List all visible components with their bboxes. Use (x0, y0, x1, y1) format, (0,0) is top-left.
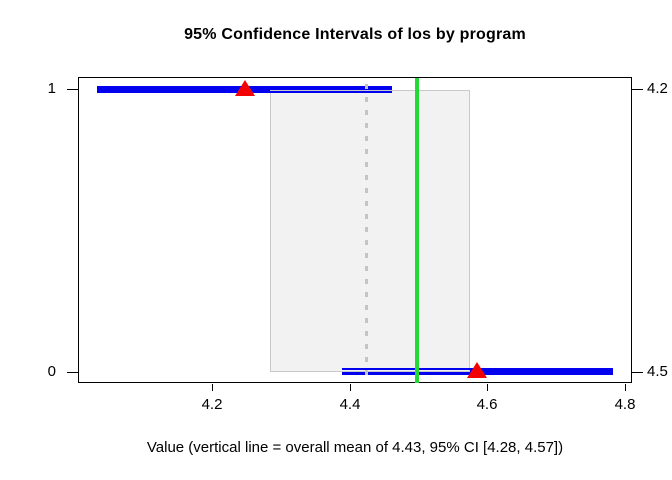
y-tick-label-0: 0 (47, 363, 56, 380)
right-axis-label-bottom: 4.5 (647, 363, 668, 380)
right-tick-top (632, 89, 643, 90)
x-axis-title: Value (vertical line = overall mean of 4… (146, 439, 564, 456)
solid-green-vline (415, 78, 419, 383)
x-tick-label-4.6: 4.6 (476, 396, 498, 413)
mean-triangle-icon-group0 (467, 362, 487, 378)
x-tick-label-4.8: 4.8 (614, 396, 636, 413)
y-tick-0 (67, 372, 78, 373)
y-tick-label-1: 1 (47, 80, 56, 97)
overall-ci-rect (270, 90, 470, 372)
x-tick-4.8 (625, 384, 626, 391)
mean-triangle-icon-group1 (235, 80, 255, 96)
right-tick-bottom (632, 372, 643, 373)
x-tick-4.4 (350, 384, 351, 391)
x-tick-4.2 (212, 384, 213, 391)
chart-title: 95% Confidence Intervals of los by progr… (184, 26, 526, 43)
x-tick-4.6 (487, 384, 488, 391)
overall-mean-dashed-line (365, 84, 368, 383)
right-axis-label-top: 4.2 (647, 80, 668, 97)
x-tick-label-4.2: 4.2 (201, 396, 223, 413)
y-tick-1 (67, 89, 78, 90)
x-tick-label-4.4: 4.4 (339, 396, 361, 413)
